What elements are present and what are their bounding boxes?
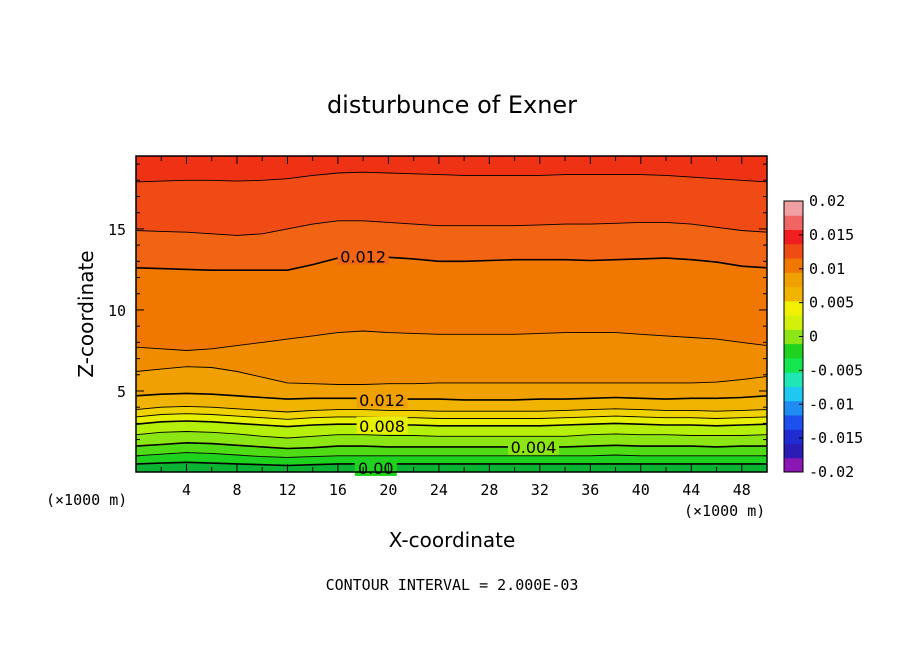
colorbar-swatch [784, 414, 803, 430]
contour-line [135, 330, 768, 351]
colorbar-swatch [784, 243, 803, 259]
contour-label: 0.00 [358, 459, 394, 478]
colorbar-swatch [784, 300, 803, 316]
colorbar-swatch [784, 286, 803, 302]
colorbar-label: 0.01 [809, 260, 845, 278]
contour-label: 0.012 [340, 247, 386, 266]
contour-label: 0.008 [359, 417, 405, 436]
x-axis-label: X-coordinate [389, 528, 516, 552]
y-tick-label: 15 [108, 221, 126, 239]
colorbar-swatch [784, 258, 803, 273]
x-tick-label: 12 [278, 481, 296, 499]
colorbar-swatch [784, 372, 803, 387]
colorbar-swatch [784, 315, 803, 330]
x-axis-ticks: 4 8 12 16 20 24 28 32 36 40 44 48 [135, 156, 768, 499]
contour-line [135, 461, 767, 467]
x-tick-label: 40 [632, 481, 650, 499]
contour-lines [135, 171, 768, 467]
colorbar-swatch [784, 429, 803, 444]
colorbar-swatch [784, 272, 803, 288]
colorbar-swatch [784, 329, 803, 345]
x-tick-label: 48 [733, 481, 751, 499]
colorbar-label: 0 [809, 328, 818, 346]
x-unit-right: (×1000 m) [684, 502, 765, 520]
x-tick-label: 44 [682, 481, 700, 499]
contour-line [135, 255, 768, 271]
contour-label-bg [356, 416, 408, 434]
contour-label-bg [356, 390, 408, 408]
x-tick-label: 32 [531, 481, 549, 499]
y-tick-label: 10 [108, 302, 126, 320]
contour-label: 0.004 [511, 438, 557, 457]
x-tick-label: 20 [379, 481, 397, 499]
chart-title: disturbunce of Exner [327, 91, 577, 119]
colorbar-swatch [784, 343, 803, 359]
x-unit-left: (×1000 m) [46, 491, 127, 509]
plot-area: 0.012 0.012 0.008 0.004 0.00 [135, 155, 768, 478]
colorbar-swatch [784, 457, 803, 473]
colorbar-swatch [784, 386, 803, 402]
colorbar-swatch [784, 357, 803, 373]
contour-interval-note: CONTOUR INTERVAL = 2.000E-03 [326, 576, 579, 594]
y-tick-label: 5 [117, 383, 126, 401]
plot-frame [135, 155, 768, 473]
colorbar-swatch [784, 400, 803, 416]
x-tick-label: 28 [480, 481, 498, 499]
contour-line [135, 413, 768, 420]
y-axis-ticks: 5 10 15 [108, 163, 767, 457]
contour-label-bg [337, 247, 389, 265]
colorbar-swatch [784, 229, 803, 245]
colorbar-swatch [784, 443, 803, 459]
colorbar: 0.02 0.015 0.01 0.005 0 -0.005 -0.01 -0.015 -0.0… [783, 192, 863, 481]
colorbar-label: -0.005 [809, 361, 863, 379]
colorbar-swatch [784, 215, 803, 231]
colorbar-label: 0.015 [809, 226, 854, 244]
x-tick-label: 4 [182, 481, 191, 499]
contour-label-bg [508, 437, 560, 455]
x-tick-label: 36 [581, 481, 599, 499]
x-tick-label: 16 [329, 481, 347, 499]
contour-line [135, 420, 768, 428]
contour-line [135, 431, 768, 439]
y-axis-label: Z-coordinate [74, 250, 98, 377]
contour-line [135, 452, 767, 458]
colorbar-swatch [784, 201, 803, 216]
contour-label: 0.012 [359, 391, 405, 410]
contour-line [135, 220, 768, 236]
contour-line [135, 405, 768, 413]
contour-line [135, 392, 768, 401]
contour-line [135, 366, 768, 385]
x-tick-label: 24 [430, 481, 448, 499]
colorbar-label: 0.02 [809, 192, 845, 210]
colorbar-label: 0.005 [809, 294, 854, 312]
contour-line [135, 441, 767, 450]
colorbar-label: -0.015 [809, 429, 863, 447]
colorbar-label: -0.02 [809, 463, 854, 481]
colorbar-label: -0.01 [809, 395, 854, 413]
contour-line [135, 171, 768, 183]
x-tick-label: 8 [232, 481, 241, 499]
